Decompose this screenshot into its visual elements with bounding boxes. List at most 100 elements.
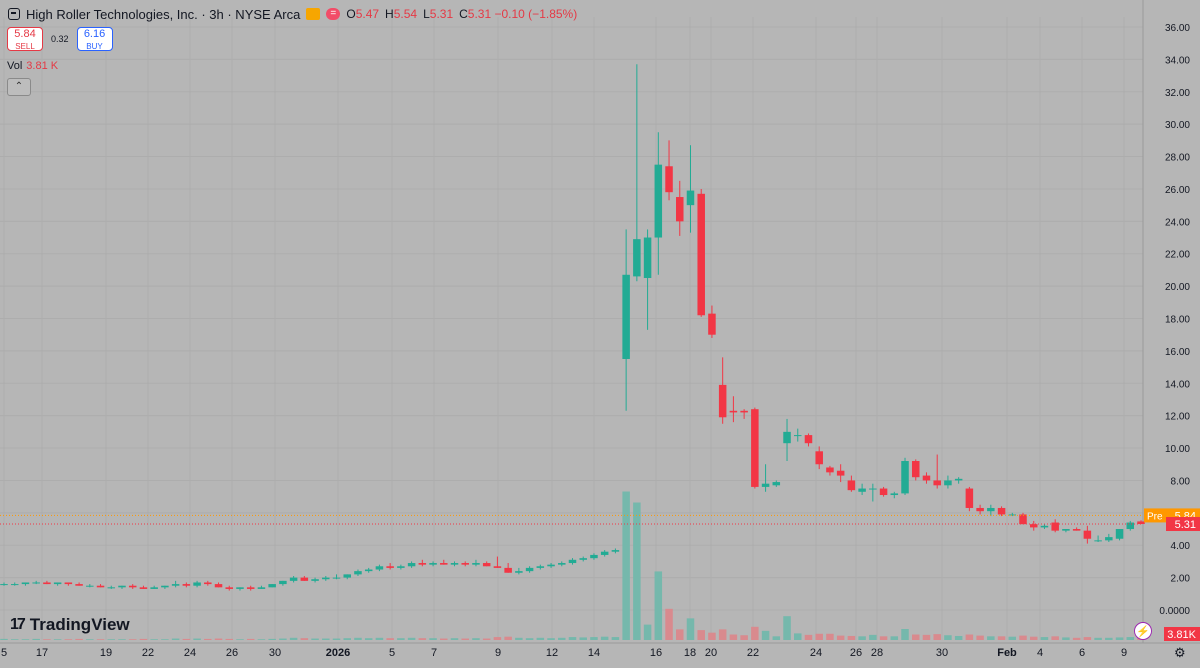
sell-button[interactable]: 5.84 SELL <box>7 27 43 51</box>
candle-body <box>10 584 19 586</box>
volume-bar <box>150 639 158 640</box>
tradingview-logo[interactable]: 17 TradingView <box>10 615 130 635</box>
candle-body <box>590 554 598 559</box>
candle-body <box>332 577 341 579</box>
time-tick-label: 30 <box>269 647 281 659</box>
time-tick-label: 17 <box>36 647 48 659</box>
time-tick-label: 28 <box>871 647 883 659</box>
volume-bar <box>107 639 116 640</box>
candle-body <box>354 571 362 575</box>
logo-mark-icon: 17 <box>10 616 26 633</box>
candle-body <box>568 559 577 564</box>
candle-body <box>171 584 180 586</box>
volume-bar <box>954 635 963 640</box>
volume-bar <box>0 638 8 640</box>
candle-body <box>43 582 51 585</box>
volume-bar <box>697 630 705 640</box>
candle-body <box>718 384 727 418</box>
price-tick-label: 4.00 <box>1171 541 1191 552</box>
volume-bar <box>407 637 416 640</box>
equals-icon[interactable]: = <box>326 8 341 20</box>
candle-body <box>1072 529 1081 531</box>
candle-body <box>622 274 630 359</box>
candle-body <box>257 587 266 589</box>
candle-body <box>772 482 781 486</box>
settings-gear-icon[interactable]: ⚙ <box>1174 645 1186 660</box>
buy-label: BUY <box>86 42 103 51</box>
volume-bar <box>440 638 448 640</box>
volume-bar <box>171 638 180 640</box>
volume-bar <box>869 634 877 640</box>
candle-body <box>418 563 427 565</box>
candle-body <box>375 566 384 570</box>
collapse-legend-button[interactable]: ⌃ <box>7 78 31 96</box>
candle-body <box>86 585 94 587</box>
candle-body <box>504 567 512 573</box>
volume-bar <box>118 639 126 640</box>
candle-body <box>836 470 845 476</box>
candle-body <box>311 579 319 581</box>
volume-bar <box>718 629 727 640</box>
volume-bar <box>729 634 738 640</box>
volume-bar <box>965 634 974 640</box>
symbol-header: High Roller Technologies, Inc. · 3h · NY… <box>8 4 577 24</box>
candle-body <box>161 585 169 588</box>
volume-bar <box>32 638 40 640</box>
symbol-icon <box>8 8 20 20</box>
price-tick-label: 36.00 <box>1165 23 1190 34</box>
volume-bar <box>654 571 663 640</box>
volume-bar <box>53 639 62 640</box>
volume-bar <box>1094 637 1102 640</box>
candle-body <box>976 507 984 512</box>
volume-bar <box>364 638 373 640</box>
ohlc-value: 5.54 <box>393 7 418 21</box>
volume-bar <box>1072 637 1081 640</box>
volume-bar <box>815 633 823 640</box>
candle-body <box>450 563 459 565</box>
volume-bar <box>826 633 834 640</box>
candle-body <box>482 563 491 567</box>
buy-button[interactable]: 6.16 BUY <box>76 27 113 51</box>
candle-body <box>1029 524 1038 528</box>
volume-legend[interactable]: Vol 3.81 K <box>7 60 58 72</box>
price-lines <box>0 514 1143 525</box>
candle-body <box>536 566 545 568</box>
volume-bar <box>1105 637 1113 640</box>
candle-body <box>461 563 469 565</box>
candle-body <box>53 582 62 585</box>
candle-body <box>193 582 201 586</box>
candle-body <box>901 461 909 494</box>
volume-bar <box>890 636 899 640</box>
volume-bar <box>836 635 845 640</box>
symbol-title[interactable]: High Roller Technologies, Inc. · 3h · NY… <box>26 6 301 22</box>
volume-bar <box>461 638 469 640</box>
candle-body <box>150 587 158 589</box>
volume-bar <box>289 637 298 640</box>
market-status-icon[interactable] <box>306 8 321 20</box>
volume-bar <box>622 491 630 640</box>
chart-grid <box>0 0 1200 644</box>
time-axis: 5 17 19 22 24 26 30 2026 5 7 9 12 14 16 18 20 22 24 26 28 30… <box>1 647 1127 659</box>
volume-bar <box>257 639 266 640</box>
candle-body <box>1040 525 1049 528</box>
candle-body <box>515 571 523 573</box>
volume-bar <box>686 618 695 640</box>
candle-body <box>1105 537 1113 541</box>
volume-bar <box>279 638 287 640</box>
volume-bar <box>879 636 888 640</box>
spread-value: 0.32 <box>51 34 69 44</box>
candle-body <box>954 478 963 481</box>
time-tick-label: Feb <box>997 647 1017 659</box>
candle-body <box>890 493 899 496</box>
price-tick-label: 12.00 <box>1165 412 1190 423</box>
candle-body <box>1083 530 1092 539</box>
buy-price: 6.16 <box>83 28 106 40</box>
flash-icon[interactable]: ⚡ <box>1134 622 1152 640</box>
volume-tag-value: 3.81K <box>1167 629 1196 641</box>
candle-body <box>472 563 480 565</box>
price-tick-label: 22.00 <box>1165 250 1190 261</box>
candle-body <box>182 584 191 586</box>
candle-body <box>246 587 255 589</box>
